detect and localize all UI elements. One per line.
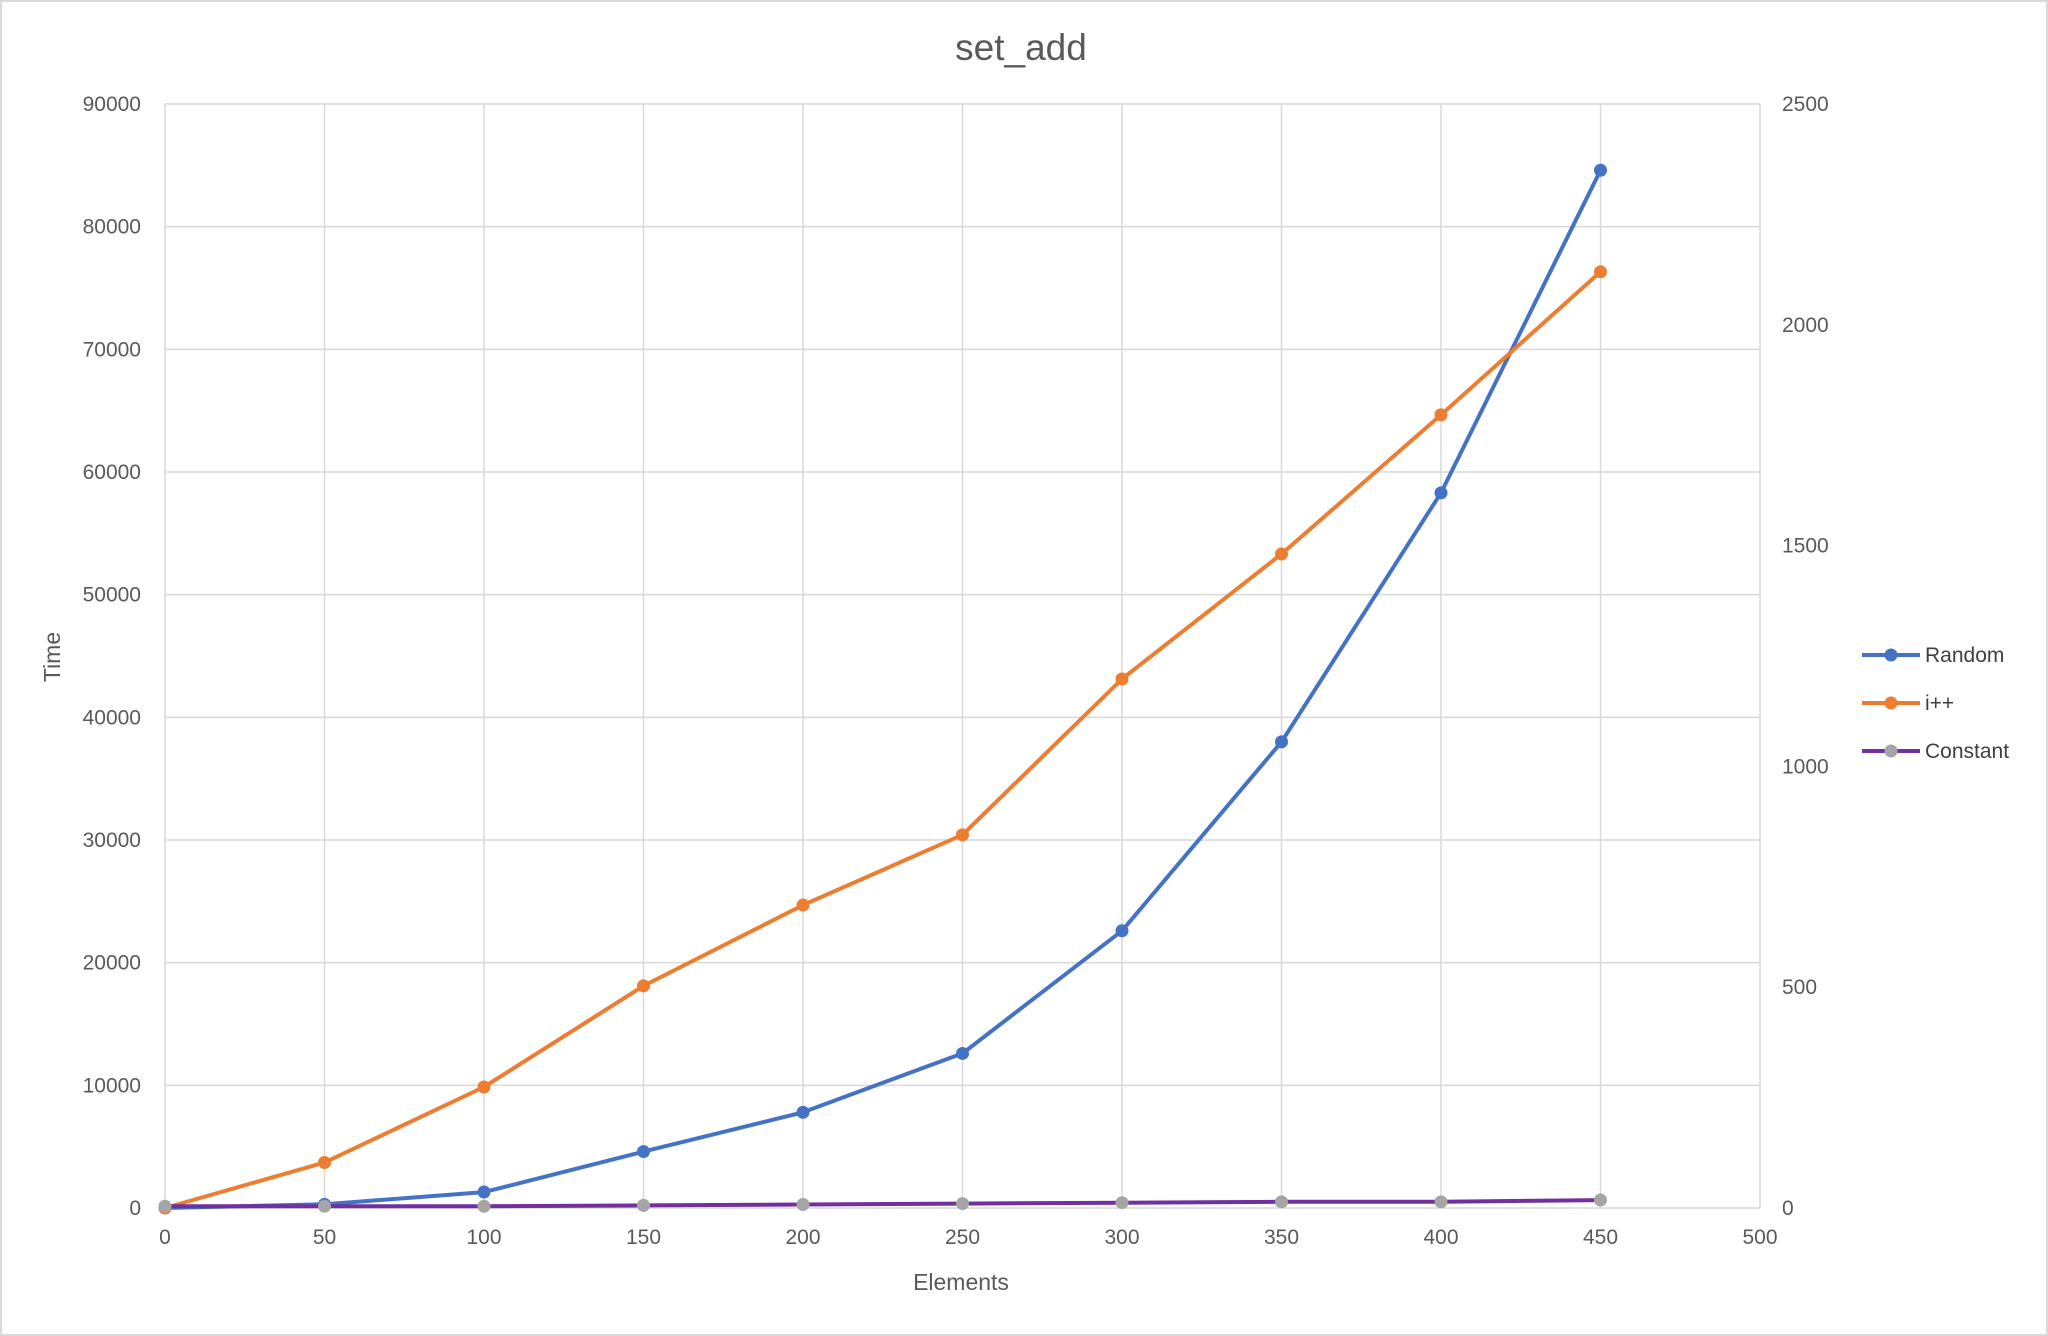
data-point-constant bbox=[796, 1197, 810, 1211]
data-point-random bbox=[796, 1105, 810, 1119]
data-point-constant bbox=[1275, 1195, 1288, 1209]
data-point-i bbox=[956, 828, 969, 842]
y-tick-label: 60000 bbox=[83, 461, 141, 484]
x-tick-label: 200 bbox=[785, 1226, 820, 1249]
data-point-random bbox=[1594, 163, 1607, 177]
data-point-constant bbox=[1434, 1195, 1448, 1209]
y-tick-label: 10000 bbox=[83, 1074, 141, 1097]
x-tick-label: 400 bbox=[1423, 1226, 1458, 1249]
data-point-constant bbox=[956, 1197, 969, 1211]
data-point-random bbox=[1115, 924, 1129, 938]
legend: Random i++ Constant bbox=[1862, 644, 2009, 763]
data-point-random bbox=[477, 1185, 491, 1199]
data-point-constant bbox=[158, 1199, 172, 1213]
data-point-constant bbox=[637, 1198, 650, 1212]
data-point-i bbox=[796, 898, 810, 912]
x-tick-label: 150 bbox=[626, 1226, 661, 1249]
y-tick-label: 90000 bbox=[83, 93, 141, 116]
data-point-random bbox=[1275, 735, 1288, 749]
data-point-random bbox=[1434, 486, 1448, 500]
y-axis-title: Time bbox=[39, 632, 65, 682]
y-tick-label: 50000 bbox=[83, 584, 141, 607]
y2-tick-label: 2500 bbox=[1782, 93, 1829, 116]
x-tick-label: 450 bbox=[1583, 1226, 1618, 1249]
data-point-i bbox=[318, 1156, 331, 1170]
y-tick-label: 70000 bbox=[83, 338, 141, 361]
legend-label: Random bbox=[1925, 644, 2004, 667]
series-line-i bbox=[163, 269, 1603, 1210]
data-point-random bbox=[956, 1046, 969, 1060]
data-point-constant bbox=[477, 1199, 491, 1213]
x-tick-label: 0 bbox=[159, 1226, 171, 1249]
x-tick-label: 350 bbox=[1264, 1226, 1299, 1249]
y2-tick-label: 1000 bbox=[1782, 755, 1829, 778]
x-tick-label: 250 bbox=[945, 1226, 980, 1249]
data-point-constant bbox=[1594, 1193, 1607, 1207]
axis-labels: 0 50 100 150 200 250 300 350 400 450 5000100002000… bbox=[83, 93, 1829, 1249]
series-layer bbox=[158, 163, 1607, 1215]
data-point-i bbox=[637, 979, 650, 993]
x-tick-label: 300 bbox=[1104, 1226, 1139, 1249]
legend-label: Constant bbox=[1925, 740, 2009, 763]
legend-swatch-marker bbox=[1884, 744, 1898, 758]
data-point-i bbox=[1594, 265, 1607, 279]
data-point-constant bbox=[1115, 1196, 1129, 1210]
data-point-i bbox=[1115, 672, 1129, 686]
y-tick-label: 0 bbox=[129, 1197, 141, 1220]
data-point-i bbox=[477, 1080, 491, 1094]
x-tick-label: 100 bbox=[466, 1226, 501, 1249]
y-tick-label: 80000 bbox=[83, 216, 141, 239]
data-point-constant bbox=[318, 1199, 331, 1213]
data-point-random bbox=[637, 1145, 650, 1159]
y2-tick-label: 500 bbox=[1782, 976, 1817, 999]
chart-title: set_add bbox=[955, 27, 1087, 68]
y-tick-label: 40000 bbox=[83, 706, 141, 729]
y-tick-label: 30000 bbox=[83, 829, 141, 852]
x-tick-label: 500 bbox=[1742, 1226, 1777, 1249]
series-line-random bbox=[163, 168, 1603, 1210]
legend-label: i++ bbox=[1925, 692, 1954, 715]
x-axis-title: Elements bbox=[913, 1269, 1009, 1295]
series-line-constant bbox=[163, 1198, 1603, 1209]
y2-tick-label: 0 bbox=[1782, 1197, 1794, 1220]
y2-tick-label: 2000 bbox=[1782, 314, 1829, 337]
data-point-i bbox=[1275, 547, 1288, 561]
legend-swatch-marker bbox=[1884, 648, 1898, 662]
y2-tick-label: 1500 bbox=[1782, 535, 1829, 558]
legend-swatch-marker bbox=[1884, 696, 1898, 710]
data-point-i bbox=[1434, 408, 1448, 422]
y-tick-label: 20000 bbox=[83, 952, 141, 975]
x-tick-label: 50 bbox=[313, 1226, 336, 1249]
